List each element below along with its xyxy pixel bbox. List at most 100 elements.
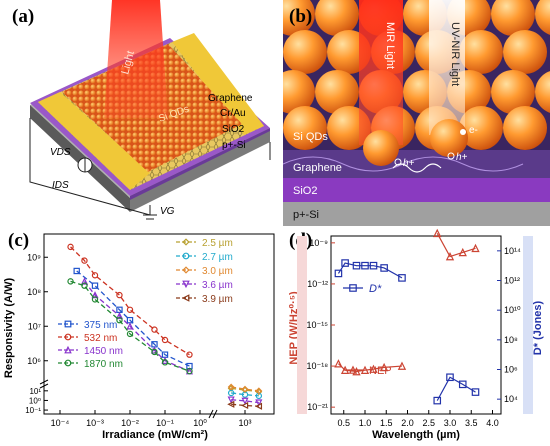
right-axis-band <box>523 236 533 414</box>
current-meter <box>77 157 93 173</box>
x-tick-label-2: 10⁻² <box>121 418 139 428</box>
hole-1-label: h+ <box>403 158 415 169</box>
sio2-layer <box>283 178 550 202</box>
point-532-nm-1 <box>81 257 88 264</box>
d-point-nep-2-6 <box>397 361 407 370</box>
point-3-0-m-0 <box>227 383 235 391</box>
crau-label: Cr/Au <box>220 108 246 119</box>
series-line-3-0-m <box>231 386 259 392</box>
point-3-6-m-1 <box>241 397 249 405</box>
d-point-nep-3-2 <box>458 247 467 257</box>
point-532-nm-7 <box>186 351 193 358</box>
point-375-nm-0 <box>73 267 80 275</box>
legend-marker-375-nm <box>64 320 72 328</box>
d-x-tick-label-3: 2.0 <box>401 418 414 428</box>
d-x-tick-label-4: 2.5 <box>422 418 435 428</box>
uvnir-label: UV-NIR Light <box>449 22 461 86</box>
d-x-tick-label-6: 3.5 <box>465 418 478 428</box>
legend-marker-3-9-m <box>181 294 190 302</box>
x-tick-label-5: 10³ <box>238 418 251 428</box>
d-point-d-0-3 <box>361 261 369 270</box>
series-line-3-6-m <box>231 399 259 404</box>
series-line-1450-nm <box>83 280 190 372</box>
electron-label: e- <box>469 125 478 136</box>
point-1870-nm-6 <box>161 359 169 366</box>
legend-label-3-6-m: 3.6 µm <box>202 280 233 291</box>
qd-sphere-8 <box>283 30 327 74</box>
panel-d: (d) Wavelength (µm) NEP (W/Hz⁰·⁵) D* (Jo… <box>283 228 550 446</box>
graphene-label: Graphene <box>208 93 253 104</box>
d-point-d-0-4 <box>369 261 378 270</box>
point-1450-nm-3 <box>126 322 134 330</box>
legend-marker-532-nm <box>64 333 72 341</box>
point-532-nm-0 <box>67 243 74 251</box>
x-tick-label-1: 10⁻³ <box>86 418 104 428</box>
plot-c-frame <box>43 233 275 415</box>
d-point-d-1-0 <box>433 396 442 405</box>
point-1870-nm-3 <box>116 316 123 324</box>
d-legend-label-d: D* <box>369 283 382 295</box>
d-point-d-1-1 <box>446 373 454 382</box>
qd-front-2 <box>430 119 468 157</box>
d-series-line-nep-3 <box>436 232 476 258</box>
point-1870-nm-1 <box>81 282 88 289</box>
y-tick-label-up-1: 10⁷ <box>28 321 41 331</box>
d-point-d-0-2 <box>352 261 361 270</box>
series-line-2-7-m <box>231 392 259 397</box>
d-yr-tick-label-2: 10⁸ <box>504 335 518 345</box>
y-tick-label-low-1: 10⁰ <box>29 396 41 405</box>
mir-label: MIR Light <box>384 22 396 69</box>
x-break-1 <box>208 409 214 419</box>
point-1450-nm-4 <box>150 346 159 354</box>
y-tick-label-up-0: 10⁶ <box>27 356 41 366</box>
d-point-d-1-3 <box>471 388 480 396</box>
d-yr-tick-label-1: 10⁶ <box>504 365 518 375</box>
psi-label-b: p+-Si <box>293 209 319 221</box>
light-beam <box>104 0 168 118</box>
qd-sphere-7 <box>535 0 550 35</box>
vds-label: VDS <box>50 147 71 158</box>
d-x-tick-label-7: 4.0 <box>486 418 499 428</box>
legend-label-532-nm: 532 nm <box>84 333 117 344</box>
qd-sphere-2 <box>315 0 359 36</box>
d-point-nep-2-0 <box>334 359 343 368</box>
qd-sphere-12 <box>459 30 503 74</box>
siqds-label-b: Si QDs <box>293 131 328 143</box>
qd-sphere-21 <box>283 106 327 150</box>
plot-c-xlabel: Irradiance (mW/cm²) <box>102 429 208 441</box>
d-legend-marker-nep <box>348 365 358 374</box>
point-532-nm-6 <box>161 336 169 344</box>
panel-c: (c) Irradiance (mW/cm²) Responsivity (A/… <box>0 228 281 446</box>
d-x-tick-label-5: 3.0 <box>444 418 457 428</box>
legend-marker-3-6-m <box>182 280 190 289</box>
d-point-d-0-6 <box>398 274 406 282</box>
plot-d-xlabel: Wavelength (µm) <box>372 429 460 441</box>
d-point-d-1-2 <box>458 380 467 389</box>
x-tick-label-4: 10⁰ <box>193 418 207 428</box>
d-legend-marker-d <box>349 284 357 292</box>
qd-front-1 <box>363 130 399 166</box>
point-532-nm-4 <box>126 306 134 313</box>
point-1870-nm-7 <box>186 367 193 375</box>
d-yl-tick-label-1: 10⁻¹⁸ <box>306 361 328 371</box>
d-point-nep-2-4 <box>369 364 378 373</box>
d-yl-tick-label-3: 10⁻¹² <box>307 279 328 289</box>
point-1450-nm-1 <box>91 291 99 299</box>
series-line-3-9-m <box>231 403 259 407</box>
uvnir-beam <box>429 0 465 135</box>
d-point-d-0-5 <box>380 264 388 272</box>
ids-label: IDS <box>52 180 69 191</box>
series-line-2-5-m <box>231 387 259 393</box>
mir-beam <box>359 0 403 145</box>
vg-label: VG <box>160 206 175 217</box>
qd-sphere-25 <box>459 106 503 150</box>
point-1450-nm-2 <box>115 311 124 320</box>
y-break-1 <box>39 379 49 385</box>
legend-label-375-nm: 375 nm <box>84 320 117 331</box>
point-3-9-m-0 <box>227 400 235 408</box>
panel-b: MIR Light UV-NIR Light e- h+ h+ Si QDs G… <box>283 0 550 226</box>
hole-2-icon <box>447 152 455 160</box>
d-yr-tick-label-5: 10¹⁴ <box>504 246 521 256</box>
qd-sphere-14 <box>283 70 315 114</box>
legend-label-3-0-m: 3.0 µm <box>202 266 233 277</box>
